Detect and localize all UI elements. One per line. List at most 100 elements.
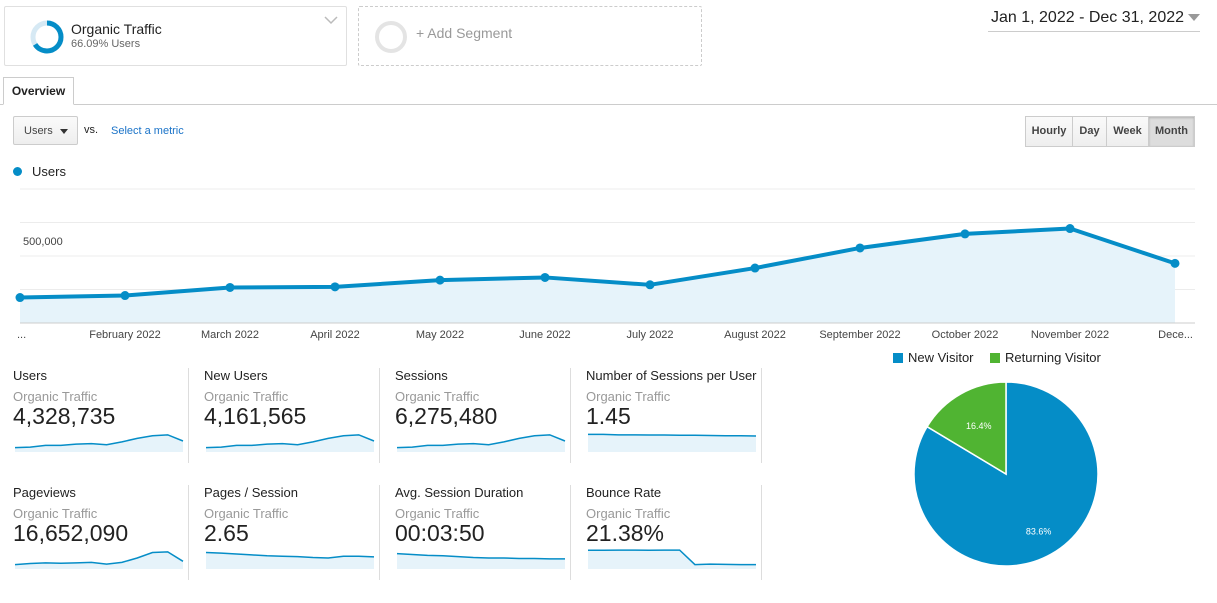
scorecard-value: 4,161,565 bbox=[204, 403, 307, 429]
select-metric-link[interactable]: Select a metric bbox=[111, 125, 184, 137]
scorecard-value: 4,328,735 bbox=[13, 403, 116, 429]
users-data-point[interactable] bbox=[330, 282, 340, 292]
scorecard-pageviews[interactable]: Pageviews Organic Traffic 16,652,090 bbox=[13, 485, 189, 580]
add-segment-button[interactable]: + Add Segment bbox=[358, 6, 702, 66]
scorecard-sparkline bbox=[588, 433, 757, 452]
scorecard-pages-session[interactable]: Pages / Session Organic Traffic 2.65 bbox=[204, 485, 380, 580]
sparkline-line bbox=[205, 434, 375, 449]
scorecard-sessions[interactable]: Sessions Organic Traffic 6,275,480 bbox=[395, 368, 571, 463]
scorecard-sparkline bbox=[205, 551, 375, 569]
chevron-down-icon[interactable] bbox=[324, 15, 338, 25]
users-data-point[interactable] bbox=[1065, 224, 1075, 234]
x-tick-label: February 2022 bbox=[89, 329, 161, 341]
users-legend-label: Users bbox=[32, 164, 66, 179]
tab-bar-divider bbox=[0, 104, 1217, 105]
scorecard-segment: Organic Traffic bbox=[204, 506, 289, 521]
pie-legend-label: New Visitor bbox=[908, 350, 974, 365]
metric-select[interactable]: Users bbox=[13, 116, 78, 145]
scorecard-title: Number of Sessions per User bbox=[586, 368, 757, 383]
pie-legend-returning-visitor: Returning Visitor bbox=[990, 350, 1101, 365]
scorecard-new-users[interactable]: New Users Organic Traffic 4,161,565 bbox=[204, 368, 380, 463]
x-tick-label: March 2022 bbox=[201, 329, 259, 341]
scorecard-value: 6,275,480 bbox=[395, 403, 498, 429]
scorecard-title: Bounce Rate bbox=[586, 485, 662, 500]
scorecard-sparkline bbox=[396, 552, 565, 569]
scorecard-avg-session-duration[interactable]: Avg. Session Duration Organic Traffic 00:0… bbox=[395, 485, 571, 580]
scorecard-segment: Organic Traffic bbox=[13, 506, 98, 521]
x-tick-label: April 2022 bbox=[310, 329, 360, 341]
scorecard-number-of-sessions-per-user[interactable]: Number of Sessions per User Organic Traff… bbox=[586, 368, 762, 463]
users-data-point[interactable] bbox=[645, 280, 655, 290]
scorecard-bounce-rate[interactable]: Bounce Rate Organic Traffic 21.38% bbox=[586, 485, 762, 580]
segment-subtitle: 66.09% Users bbox=[71, 38, 141, 50]
sparkline-area bbox=[206, 434, 374, 452]
scorecard-segment: Organic Traffic bbox=[395, 389, 480, 404]
sparkline-line bbox=[588, 549, 756, 566]
granularity-hourly-button[interactable]: Hourly bbox=[1025, 116, 1073, 147]
x-tick-label: August 2022 bbox=[724, 329, 786, 341]
sparkline-area bbox=[15, 434, 183, 452]
scorecard-users[interactable]: Users Organic Traffic 4,328,735 bbox=[13, 368, 189, 463]
users-data-point[interactable] bbox=[435, 275, 445, 285]
scorecard-title: New Users bbox=[204, 368, 268, 383]
scorecard-sparkline bbox=[396, 434, 566, 452]
scorecard-sparkline bbox=[14, 434, 184, 452]
sparkline-area bbox=[588, 434, 756, 452]
vs-label: vs. bbox=[84, 124, 99, 136]
segment-donut-icon bbox=[30, 20, 64, 54]
x-tick-label: June 2022 bbox=[519, 329, 570, 341]
scorecard-title: Pageviews bbox=[13, 485, 76, 500]
sparkline-area bbox=[15, 551, 183, 569]
segment-name: Organic Traffic bbox=[71, 21, 162, 37]
sparkline-line bbox=[396, 434, 566, 449]
date-range-picker[interactable]: Jan 1, 2022 - Dec 31, 2022 bbox=[988, 9, 1200, 32]
granularity-day-button[interactable]: Day bbox=[1072, 116, 1107, 147]
users-data-point[interactable] bbox=[15, 293, 25, 303]
x-tick-label: Dece... bbox=[1158, 329, 1193, 341]
sparkline-line bbox=[14, 434, 184, 449]
scorecard-value: 1.45 bbox=[586, 403, 631, 429]
scorecard-segment: Organic Traffic bbox=[586, 389, 671, 404]
users-data-point[interactable] bbox=[225, 282, 235, 292]
pie-slice-returning-visitor[interactable] bbox=[926, 381, 1007, 476]
date-range-text: Jan 1, 2022 - Dec 31, 2022 bbox=[991, 9, 1185, 26]
scorecard-title: Pages / Session bbox=[204, 485, 298, 500]
caret-down-icon bbox=[60, 129, 68, 134]
scorecard-segment: Organic Traffic bbox=[586, 506, 671, 521]
users-line-chart: 1,000,000 500,000... February 2022 March 20… bbox=[15, 180, 1195, 341]
sparkline-area bbox=[397, 434, 565, 452]
sparkline-line bbox=[205, 551, 375, 559]
new-visitor-swatch bbox=[893, 353, 903, 363]
sparkline-line bbox=[588, 433, 757, 437]
scorecard-value: 16,652,090 bbox=[13, 520, 129, 546]
scorecard-title: Users bbox=[13, 368, 47, 383]
sparkline-area bbox=[588, 550, 756, 569]
scorecard-title: Avg. Session Duration bbox=[395, 485, 524, 500]
granularity-month-button[interactable]: Month bbox=[1148, 116, 1195, 147]
add-segment-label: + Add Segment bbox=[416, 25, 513, 41]
scorecard-value: 00:03:50 bbox=[395, 520, 485, 546]
segment-organic-traffic[interactable]: Organic Traffic 66.09% Users bbox=[4, 6, 347, 66]
users-area bbox=[20, 228, 1175, 323]
pie-slice-label: 83.6% bbox=[1026, 527, 1052, 537]
pie-legend-label: Returning Visitor bbox=[1005, 350, 1101, 365]
sparkline-area bbox=[206, 552, 374, 569]
scorecard-sparkline bbox=[205, 434, 375, 452]
granularity-week-button[interactable]: Week bbox=[1106, 116, 1149, 147]
sparkline-line bbox=[14, 551, 184, 566]
sparkline-line bbox=[396, 552, 565, 560]
tab-overview[interactable]: Overview bbox=[3, 77, 74, 105]
users-data-point[interactable] bbox=[540, 272, 550, 282]
x-tick-label: ... bbox=[17, 329, 26, 341]
users-data-point[interactable] bbox=[120, 291, 130, 301]
metric-select-value: Users bbox=[24, 125, 53, 137]
users-data-point[interactable] bbox=[960, 229, 970, 239]
x-tick-label: November 2022 bbox=[1031, 329, 1109, 341]
users-data-point[interactable] bbox=[855, 243, 865, 253]
x-tick-label: September 2022 bbox=[819, 329, 900, 341]
sparkline-area bbox=[397, 553, 565, 569]
users-legend-dot bbox=[13, 167, 22, 176]
users-data-point[interactable] bbox=[750, 263, 760, 273]
users-data-point[interactable] bbox=[1170, 258, 1180, 268]
empty-segment-circle-icon bbox=[375, 21, 407, 53]
